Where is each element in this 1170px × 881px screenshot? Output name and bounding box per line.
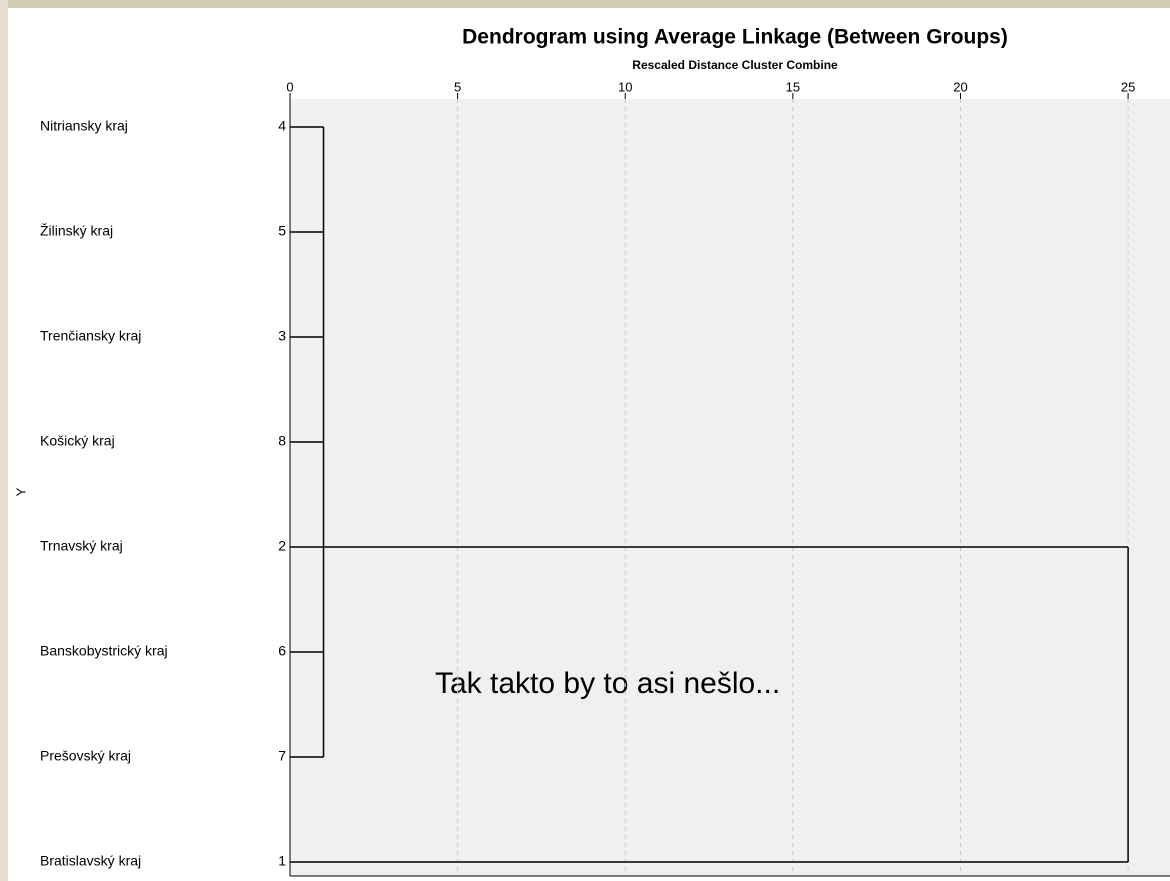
leaf-id: 1: [278, 853, 286, 869]
x-tick-label: 5: [454, 79, 461, 94]
x-tick-label: 25: [1121, 79, 1135, 94]
chart-subtitle: Rescaled Distance Cluster Combine: [632, 58, 838, 72]
plot-area: [290, 99, 1170, 876]
leaf-label: Trenčiansky kraj: [40, 328, 141, 344]
leaf-label: Nitriansky kraj: [40, 118, 128, 134]
x-tick-label: 20: [953, 79, 967, 94]
leaf-id: 4: [278, 118, 286, 134]
slide-border-left: [0, 0, 8, 881]
x-tick-label: 15: [786, 79, 800, 94]
leaf-id: 2: [278, 538, 286, 554]
annotation: Tak takto by to asi nešlo...: [435, 667, 780, 700]
leaf-label: Trnavský kraj: [40, 538, 123, 554]
slide-border-top: [0, 0, 1170, 8]
leaf-label: Bratislavský kraj: [40, 853, 141, 869]
x-tick-label: 0: [286, 79, 293, 94]
leaf-label: Košický kraj: [40, 433, 115, 449]
leaf-id: 7: [278, 748, 286, 764]
y-axis-label: Y: [13, 487, 28, 496]
leaf-id: 5: [278, 223, 286, 239]
chart-title: Dendrogram using Average Linkage (Betwee…: [462, 26, 1008, 49]
leaf-id: 8: [278, 433, 286, 449]
x-tick-label: 10: [618, 79, 632, 94]
leaf-id: 6: [278, 643, 286, 659]
leaf-label: Žilinský kraj: [40, 223, 113, 239]
leaf-label: Banskobystrický kraj: [40, 643, 168, 659]
leaf-label: Prešovský kraj: [40, 748, 131, 764]
leaf-id: 3: [278, 328, 286, 344]
